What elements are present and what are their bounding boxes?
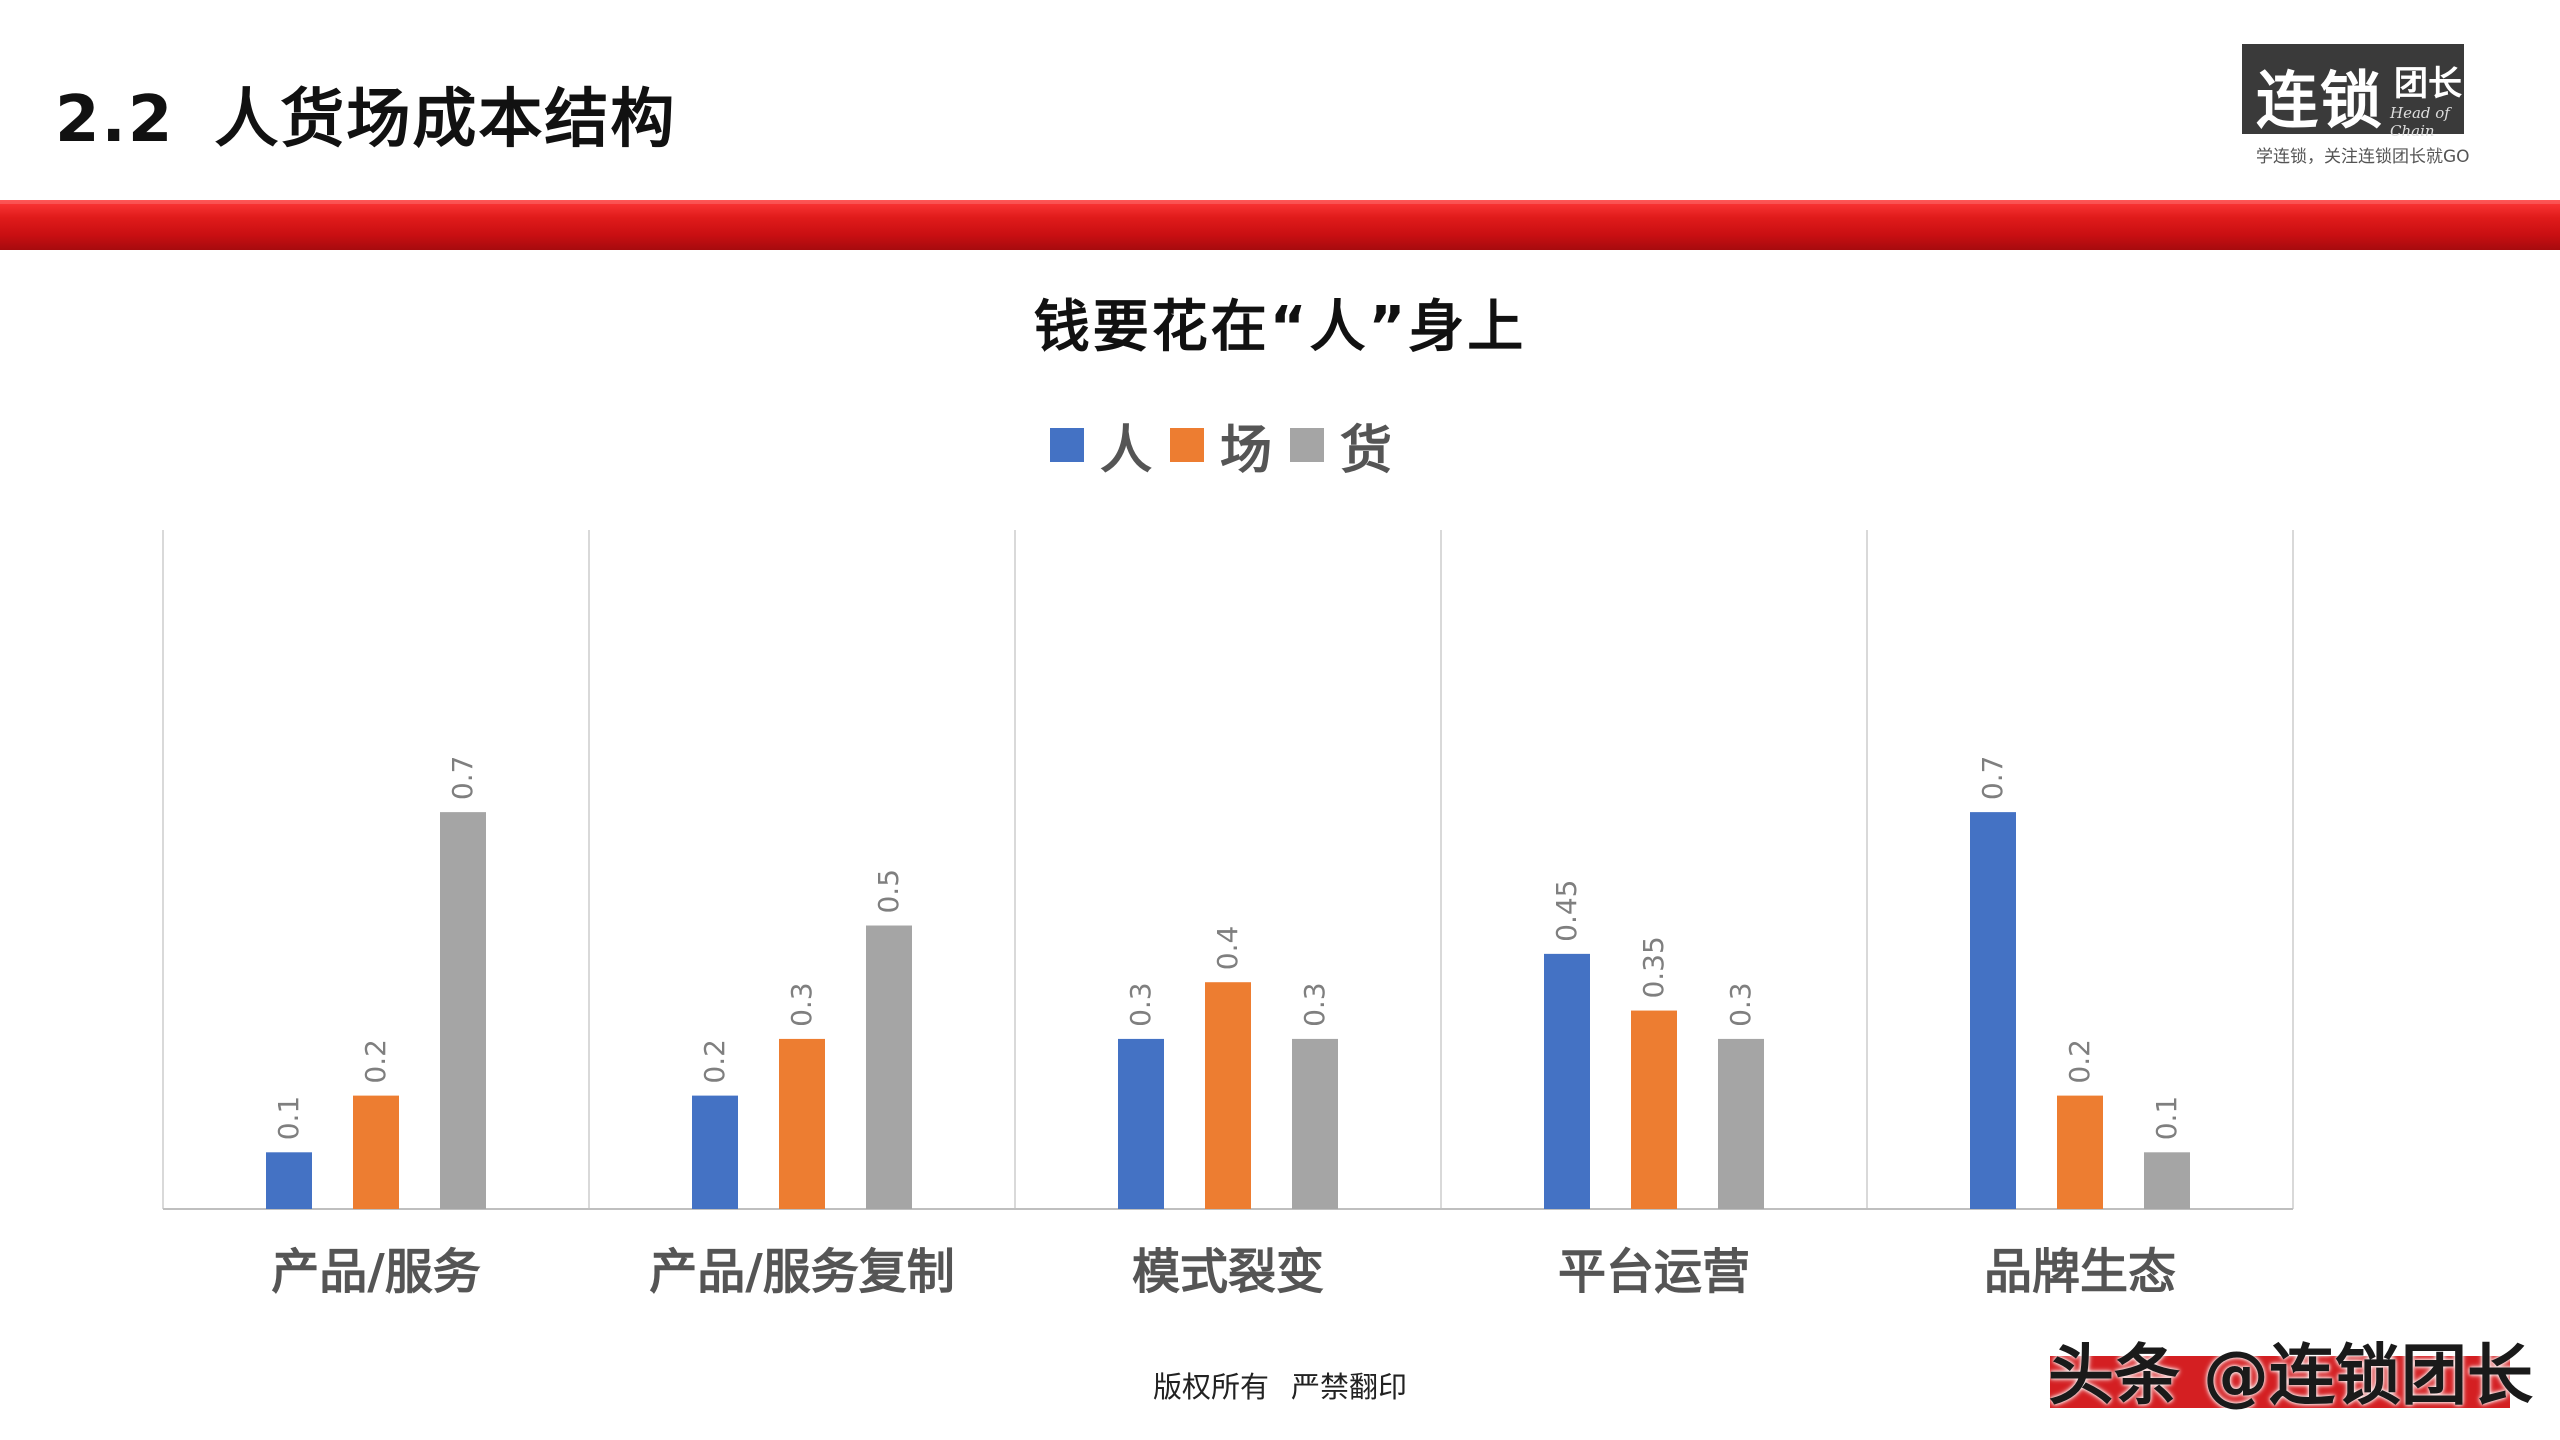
data-label: 0.7 [1976,756,2009,801]
chart-legend: 人 场 货 [1050,408,1410,483]
bar-person [1970,812,2016,1209]
section-title: 人货场成本结构 [214,83,677,157]
data-label: 0.2 [698,1039,731,1084]
footer-copyright: 版权所有 [1152,1370,1269,1404]
footer: 版权所有 严禁翻印 [0,1364,2560,1406]
legend-label-goods: 货 [1340,420,1393,481]
logo-text-small: 团长 [2394,64,2462,104]
data-label: 0.1 [2150,1096,2183,1141]
footer-notice: 严禁翻印 [1291,1370,1408,1404]
data-label: 0.3 [785,982,818,1027]
category-label: 产品/服务 [271,1244,481,1300]
header-band [0,200,2560,250]
bar-goods [440,812,486,1209]
logo-text-big: 连锁 [2256,64,2385,137]
chart-title: 钱要花在“人”身上 [1033,295,1527,360]
section-number: 2.2 [55,83,175,157]
bar-person [1544,953,1590,1209]
bar-goods [866,925,912,1209]
legend-item-place: 场 [1170,408,1272,483]
bar-place [1631,1010,1677,1209]
data-label: 0.7 [446,756,479,801]
legend-swatch-place [1170,428,1205,462]
bar-person [266,1152,312,1209]
legend-swatch-person [1050,428,1084,462]
category-label: 品牌生态 [1984,1244,2176,1300]
data-label: 0.2 [359,1039,392,1084]
data-label: 0.45 [1550,880,1583,942]
bar-place [353,1095,399,1209]
data-label: 0.4 [1211,926,1244,971]
data-label: 0.3 [1298,982,1331,1027]
legend-swatch-goods [1290,428,1325,462]
page-title: 2.2 人货场成本结构 [55,68,676,160]
bar-person [1118,1038,1164,1209]
legend-item-person: 人 [1050,408,1152,483]
category-label: 产品/服务复制 [649,1244,955,1300]
data-label: 0.5 [872,869,905,914]
data-label: 0.2 [2063,1039,2096,1084]
legend-item-goods: 货 [1290,408,1392,483]
logo-script: Head of Chain [2390,104,2450,140]
legend-label-person: 人 [1100,420,1153,481]
data-label: 0.35 [1637,936,1670,998]
bar-place [779,1038,825,1209]
bar-goods [2144,1152,2190,1209]
data-label: 0.1 [272,1096,305,1141]
brand-slogan: 学连锁，关注连锁团长就GO [2256,147,2470,167]
category-label: 平台运营 [1558,1244,1750,1300]
data-label: 0.3 [1124,982,1157,1027]
bar-place [2057,1095,2103,1209]
data-label: 0.3 [1724,982,1757,1027]
bar-place [1205,982,1251,1209]
bar-person [692,1095,738,1209]
category-label: 模式裂变 [1132,1244,1324,1300]
watermark-text: 头条 @连锁团长 [2048,1337,2533,1414]
brand-logo: 连锁 团长 Head of Chain [2242,44,2464,140]
bar-goods [1292,1038,1338,1209]
bar-goods [1718,1038,1764,1209]
watermark-box [2050,1356,2510,1408]
legend-label-place: 场 [1220,420,1273,481]
